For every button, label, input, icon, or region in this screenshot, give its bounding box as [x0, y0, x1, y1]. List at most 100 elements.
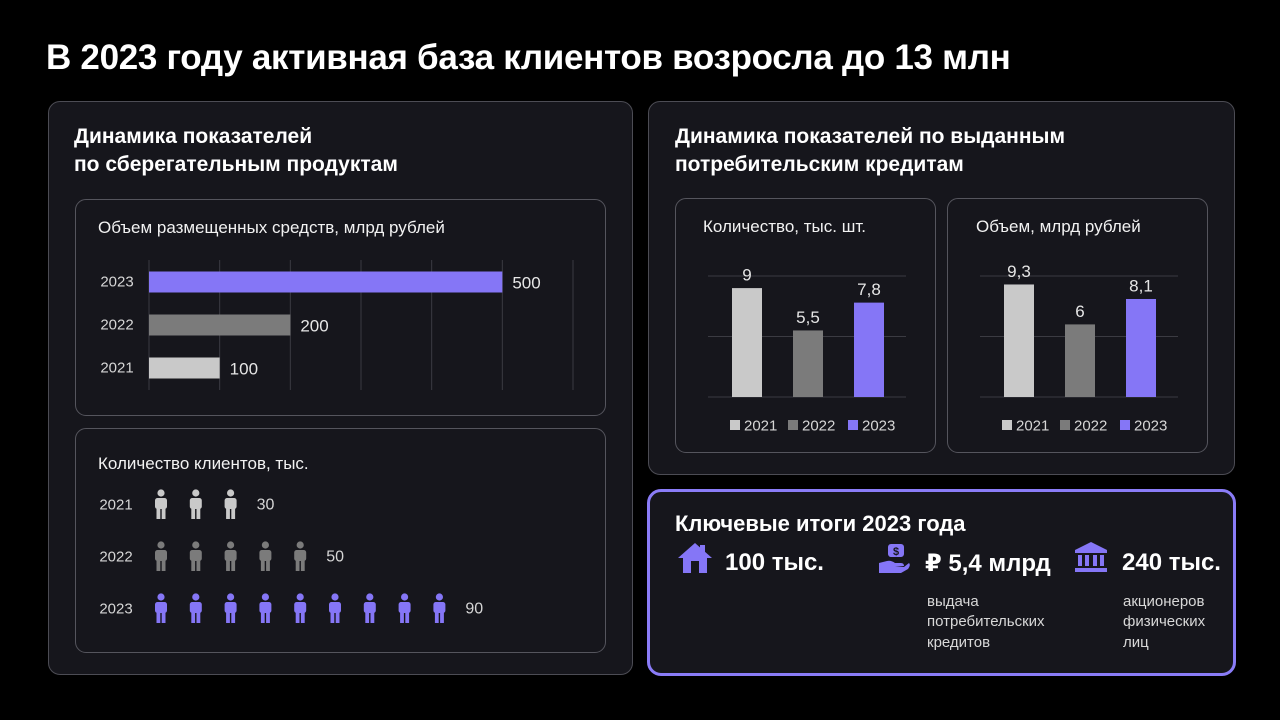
- caption-line: потребительских: [927, 613, 1045, 631]
- key-results-panel: Ключевые итоги 2023 года 100 тыс. $ ₽ 5,…: [647, 489, 1236, 676]
- person-leg: [295, 560, 300, 571]
- data-label: 30: [257, 497, 275, 514]
- person-leg: [266, 612, 270, 623]
- bar: [732, 288, 762, 397]
- person-leg: [370, 612, 375, 623]
- person-torso: [189, 550, 202, 561]
- data-label: 9: [742, 266, 751, 285]
- person-icon: [189, 541, 202, 571]
- person-head: [296, 541, 304, 549]
- person-torso: [259, 550, 272, 561]
- legend-label: 2022: [1074, 418, 1107, 435]
- person-leg: [260, 560, 265, 571]
- loans-count-chart-title: Количество, тыс. шт.: [703, 217, 866, 236]
- person-head: [227, 593, 235, 601]
- person-icon: [259, 541, 272, 571]
- category-label: 2022: [99, 549, 132, 566]
- data-label: 500: [512, 274, 540, 293]
- bar: [149, 314, 291, 336]
- person-leg: [156, 560, 161, 571]
- person-leg: [335, 612, 340, 623]
- person-head: [157, 541, 165, 549]
- clients-card: Количество клиентов, тыс. 2021 30 2022 50 20…: [75, 428, 606, 653]
- person-leg: [260, 612, 265, 623]
- category-label: 2023: [99, 601, 132, 618]
- person-head: [435, 593, 443, 601]
- person-torso: [224, 498, 237, 509]
- person-leg: [434, 612, 439, 623]
- data-label: 8,1: [1129, 276, 1153, 295]
- category-label: 2021: [100, 360, 133, 377]
- house-icon: [678, 543, 712, 573]
- data-label: 6: [1075, 302, 1084, 321]
- person-leg: [231, 612, 236, 623]
- page-title: В 2023 году активная база клиентов возро…: [46, 38, 1011, 77]
- person-icon: [224, 541, 237, 571]
- person-head: [401, 593, 409, 601]
- person-head: [192, 541, 200, 549]
- savings-panel-title: Динамика показателей по сберегательным п…: [74, 123, 398, 180]
- person-torso: [294, 550, 307, 561]
- loans-volume-card: Объем, млрд рублей 9,3 6 8,1 2021 2022 2023: [947, 198, 1208, 453]
- legend-label: 2023: [1134, 418, 1167, 435]
- person-torso: [294, 602, 307, 613]
- caption-line: выдача: [927, 593, 979, 610]
- bar: [149, 357, 220, 379]
- legend-swatch: [1060, 420, 1070, 430]
- person-leg: [266, 560, 270, 571]
- loans-count-bar-chart: 9 5,5 7,8 2021 2022 2023: [708, 266, 906, 435]
- person-torso: [224, 550, 237, 561]
- bank-icon: [1075, 542, 1107, 572]
- person-torso: [224, 602, 237, 613]
- person-torso: [259, 602, 272, 613]
- person-leg: [191, 508, 196, 519]
- caption-line: лиц: [1123, 633, 1149, 651]
- key-result-loans-caption: выдача потребительских кредитов: [927, 592, 1045, 653]
- person-leg: [161, 612, 166, 623]
- data-label: 200: [300, 317, 328, 336]
- person-torso: [363, 602, 376, 613]
- person-leg: [226, 508, 230, 519]
- person-torso: [329, 602, 341, 613]
- person-head: [157, 593, 165, 601]
- data-label: 90: [465, 601, 483, 618]
- legend-swatch: [788, 420, 798, 430]
- key-result-loans-value: ₽ 5,4 млрд: [925, 550, 1051, 577]
- data-label: 9,3: [1007, 262, 1031, 281]
- person-icon: [189, 489, 202, 519]
- person-torso: [155, 498, 167, 509]
- savings-panel: Динамика показателей по сберегательным п…: [48, 101, 633, 675]
- bar: [1126, 298, 1156, 397]
- key-result-shareholders-caption: акционеров физических лиц: [1123, 592, 1205, 653]
- person-icon: [155, 593, 167, 623]
- loans-panel-title: Динамика показателей по выданным потреби…: [675, 123, 1065, 180]
- person-leg: [231, 560, 236, 571]
- legend-swatch: [1120, 420, 1130, 430]
- caption-line: акционеров: [1123, 593, 1205, 610]
- person-head: [192, 593, 200, 601]
- loans-count-card: Количество, тыс. шт. 9 5,5 7,8 2021 2022 2023: [675, 198, 936, 453]
- data-label: 50: [326, 549, 344, 566]
- person-icon: [294, 541, 307, 571]
- person-torso: [155, 602, 167, 613]
- person-icon: [433, 593, 446, 623]
- key-results-title: Ключевые итоги 2023 года: [675, 511, 966, 536]
- person-leg: [295, 612, 300, 623]
- person-head: [331, 593, 339, 601]
- data-label: 7,8: [857, 280, 881, 299]
- person-leg: [226, 560, 230, 571]
- loans-volume-chart-title: Объем, млрд рублей: [976, 217, 1141, 236]
- person-leg: [405, 612, 410, 623]
- bar: [1004, 284, 1034, 397]
- loans-title-line1: Динамика показателей по выданным: [675, 125, 1065, 148]
- data-label: 100: [230, 360, 258, 379]
- person-leg: [330, 612, 335, 623]
- money-hand-icon: $: [879, 544, 910, 573]
- bar: [854, 302, 884, 397]
- loans-title-line2: потребительским кредитам: [675, 153, 964, 177]
- person-icon: [363, 593, 376, 623]
- person-leg: [161, 508, 166, 519]
- key-result-clients-value: 100 тыс.: [725, 549, 824, 576]
- person-leg: [196, 560, 201, 571]
- legend-label: 2022: [802, 418, 835, 435]
